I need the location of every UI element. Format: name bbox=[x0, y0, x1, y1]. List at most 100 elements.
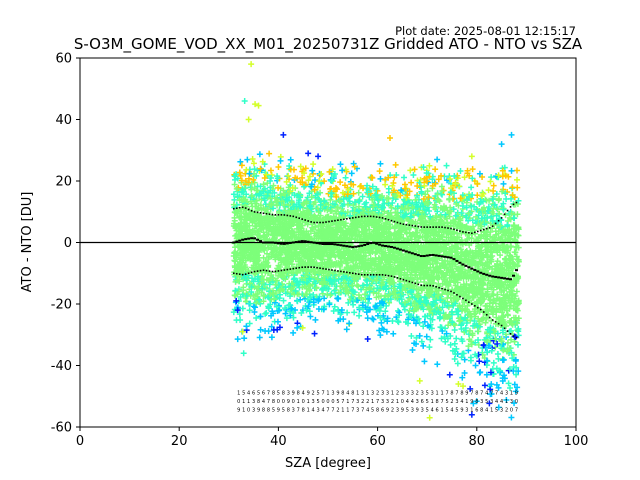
scatter-point bbox=[266, 281, 273, 288]
scatter-point bbox=[382, 286, 389, 293]
scatter-point bbox=[514, 341, 521, 348]
scatter-point bbox=[486, 197, 493, 204]
scatter-point bbox=[268, 323, 275, 330]
scatter-point bbox=[271, 299, 278, 306]
scatter-point bbox=[335, 197, 342, 204]
scatter-point bbox=[355, 283, 362, 290]
scatter-point bbox=[321, 178, 328, 185]
scatter-point bbox=[472, 362, 479, 369]
scatter-point bbox=[263, 309, 270, 316]
scatter-point bbox=[337, 161, 344, 168]
scatter-point bbox=[276, 208, 283, 215]
scatter-point bbox=[408, 288, 415, 295]
scatter-point bbox=[429, 316, 436, 323]
scatter-point bbox=[268, 334, 275, 341]
scatter-point bbox=[487, 386, 494, 393]
scatter-point bbox=[302, 291, 309, 298]
scatter-point bbox=[271, 189, 278, 196]
scatter-point bbox=[451, 355, 458, 362]
scatter-point bbox=[423, 169, 430, 176]
scatter-point bbox=[438, 335, 445, 342]
scatter-point bbox=[356, 312, 363, 319]
scatter-point bbox=[513, 288, 520, 295]
scatter-point bbox=[275, 163, 282, 170]
scatter-point bbox=[306, 203, 313, 210]
scatter-point bbox=[311, 330, 318, 337]
scatter-point bbox=[412, 218, 419, 225]
scatter-point bbox=[359, 193, 366, 200]
scatter-point bbox=[514, 384, 521, 391]
scatter-point bbox=[513, 167, 520, 174]
scatter-point bbox=[382, 249, 389, 256]
scatter-point bbox=[479, 198, 486, 205]
scatter-point bbox=[250, 303, 257, 310]
scatter-point bbox=[312, 316, 319, 323]
scatter-point bbox=[326, 301, 333, 308]
scatter-point bbox=[246, 170, 253, 177]
scatter-point bbox=[479, 174, 486, 181]
scatter-point bbox=[447, 332, 454, 339]
scatter-point bbox=[502, 212, 509, 219]
scatter-point bbox=[248, 283, 255, 290]
scatter-point bbox=[377, 175, 384, 182]
scatter-point bbox=[443, 162, 450, 169]
scatter-point bbox=[309, 167, 316, 174]
scatter-point bbox=[379, 325, 386, 332]
scatter-point bbox=[350, 190, 357, 197]
scatter-point bbox=[496, 367, 503, 374]
scatter-point bbox=[421, 358, 428, 365]
scatter-point bbox=[463, 320, 470, 327]
scatter-point bbox=[460, 203, 467, 210]
scatter-point bbox=[507, 271, 514, 278]
scatter-point bbox=[457, 246, 464, 253]
scatter-point bbox=[331, 303, 338, 310]
scatter-point bbox=[246, 307, 253, 314]
scatter-point bbox=[238, 162, 245, 169]
scatter-point bbox=[483, 302, 490, 309]
scatter-point bbox=[304, 296, 311, 303]
scatter-point bbox=[499, 229, 506, 236]
scatter-point bbox=[484, 349, 491, 356]
scatter-point bbox=[483, 371, 490, 378]
scatter-point bbox=[474, 180, 481, 187]
scatter-point bbox=[458, 209, 465, 216]
scatter-point bbox=[262, 201, 269, 208]
plot-date: Plot date: 2025-08-01 12:15:17 bbox=[395, 24, 576, 38]
scatter-point bbox=[481, 382, 488, 389]
scatter-point bbox=[392, 161, 399, 168]
scatter-point bbox=[388, 204, 395, 211]
scatter-point bbox=[413, 334, 420, 341]
scatter-point bbox=[257, 326, 264, 333]
scatter-point bbox=[378, 204, 385, 211]
scatter-point bbox=[468, 184, 475, 191]
scatter-point bbox=[414, 275, 421, 282]
scatter-point bbox=[472, 339, 479, 346]
scatter-point bbox=[442, 338, 449, 345]
scatter-point bbox=[457, 195, 464, 202]
scatter-point bbox=[418, 338, 425, 345]
scatter-point bbox=[488, 347, 495, 354]
scatter-point bbox=[276, 295, 283, 302]
scatter-point bbox=[469, 175, 476, 182]
scatter-point bbox=[421, 318, 428, 325]
scatter-point bbox=[273, 284, 280, 291]
scatter-point bbox=[248, 181, 255, 188]
scatter-point bbox=[431, 179, 438, 186]
scatter-point bbox=[505, 173, 512, 180]
scatter-point bbox=[273, 198, 280, 205]
scatter-point bbox=[282, 305, 289, 312]
scatter-point bbox=[246, 280, 253, 287]
scatter-point bbox=[411, 166, 418, 173]
scatter-point bbox=[417, 176, 424, 183]
scatter-point bbox=[342, 166, 349, 173]
scatter-point bbox=[270, 205, 277, 212]
scatter-point bbox=[355, 189, 362, 196]
scatter-point bbox=[493, 279, 500, 286]
scatter-point bbox=[335, 289, 342, 296]
scatter-point bbox=[256, 151, 263, 158]
scatter-point bbox=[233, 232, 240, 239]
scatter-point bbox=[461, 356, 468, 363]
scatter-point bbox=[370, 316, 377, 323]
scatter-point bbox=[343, 326, 350, 333]
